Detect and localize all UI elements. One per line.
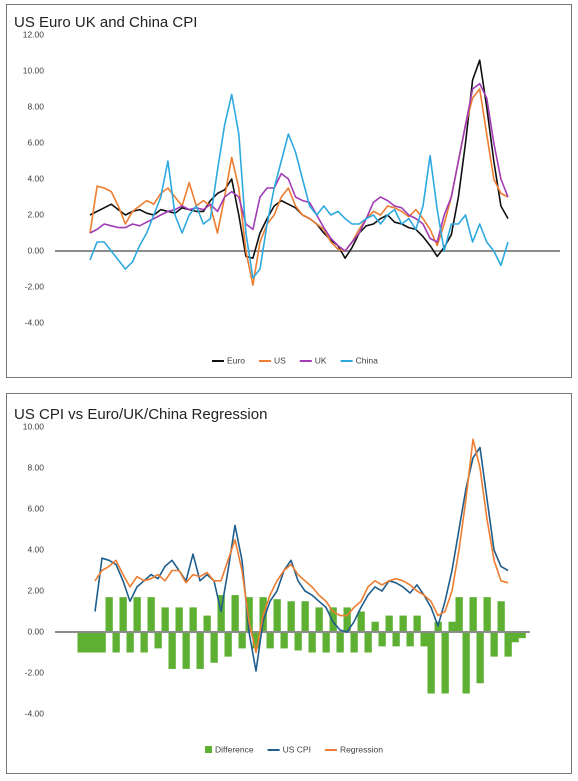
bar (427, 632, 435, 694)
bar (140, 632, 148, 653)
bar (420, 632, 428, 647)
bar (469, 597, 477, 632)
bar (294, 632, 302, 651)
bar (280, 632, 288, 649)
bar (287, 601, 295, 632)
chart-title: US CPI vs Euro/UK/China Regression (14, 406, 267, 423)
bar (196, 632, 204, 669)
y-tick-label: -2.00 (25, 667, 45, 677)
bar (413, 615, 421, 632)
y-tick-label: 0.00 (27, 626, 44, 636)
y-tick-label: 6.00 (27, 503, 44, 513)
y-tick-label: 2.00 (27, 209, 44, 219)
legend-label: US CPI (283, 744, 311, 754)
legend-label: Euro (227, 355, 245, 365)
line-series (94, 438, 509, 654)
bar (84, 632, 92, 653)
bar (378, 632, 386, 647)
bar (322, 632, 330, 653)
legend-label: China (356, 355, 378, 365)
bar (462, 632, 470, 694)
bar (385, 615, 393, 632)
bar (189, 607, 197, 632)
bar (175, 607, 183, 632)
bar (441, 632, 449, 694)
bar (203, 615, 211, 632)
line-series (89, 82, 509, 252)
bar (245, 597, 253, 632)
bar (371, 621, 379, 632)
legend-swatch (205, 746, 212, 753)
bar (266, 632, 274, 649)
bar (518, 632, 526, 639)
bar (308, 632, 316, 653)
bar (77, 632, 85, 653)
bar (126, 632, 134, 653)
y-tick-label: 10.00 (23, 65, 45, 75)
bar (147, 597, 155, 632)
bar (224, 632, 232, 657)
bar (455, 597, 463, 632)
bar (105, 597, 113, 632)
bar (511, 632, 519, 643)
chart-frame (6, 393, 572, 774)
bar (343, 607, 351, 632)
bar (210, 632, 218, 663)
bar (217, 595, 225, 632)
bar (273, 599, 281, 632)
bar (182, 632, 190, 669)
bar (154, 632, 162, 649)
legend-label: US (274, 355, 286, 365)
bar (112, 632, 120, 653)
y-tick-label: -4.00 (25, 708, 45, 718)
bar (133, 597, 141, 632)
bar (399, 615, 407, 632)
bar (91, 632, 99, 653)
y-tick-label: 0.00 (27, 245, 44, 255)
legend-label: Regression (340, 744, 383, 754)
bar (336, 632, 344, 653)
bar (301, 601, 309, 632)
bar (98, 632, 106, 653)
y-tick-label: -2.00 (25, 281, 45, 291)
bar (392, 632, 400, 647)
legend-label: UK (315, 355, 327, 365)
bar (497, 601, 505, 632)
bar (448, 621, 456, 632)
bar (364, 632, 372, 653)
y-tick-label: -4.00 (25, 317, 45, 327)
bar (168, 632, 176, 669)
bar (252, 632, 260, 649)
bar (161, 607, 169, 632)
bar (119, 597, 127, 632)
bar (350, 632, 358, 653)
bar (357, 611, 365, 632)
line-series (89, 93, 509, 279)
bar (238, 632, 246, 649)
legend-label: Difference (215, 744, 254, 754)
y-tick-label: 6.00 (27, 137, 44, 147)
bar (434, 621, 442, 632)
bar (504, 632, 512, 657)
chart-title: US Euro UK and China CPI (14, 14, 197, 31)
bar (476, 632, 484, 684)
line-series (94, 446, 509, 672)
y-tick-label: 12.00 (23, 29, 45, 39)
y-tick-label: 10.00 (23, 421, 45, 431)
y-tick-label: 8.00 (27, 462, 44, 472)
y-tick-label: 2.00 (27, 585, 44, 595)
bar (315, 607, 323, 632)
y-tick-label: 8.00 (27, 101, 44, 111)
bar (231, 595, 239, 632)
bar (329, 607, 337, 632)
line-series (89, 88, 509, 286)
y-tick-label: 4.00 (27, 544, 44, 554)
bar (483, 597, 491, 632)
bar (490, 632, 498, 657)
bar (406, 632, 414, 647)
y-tick-label: 4.00 (27, 173, 44, 183)
